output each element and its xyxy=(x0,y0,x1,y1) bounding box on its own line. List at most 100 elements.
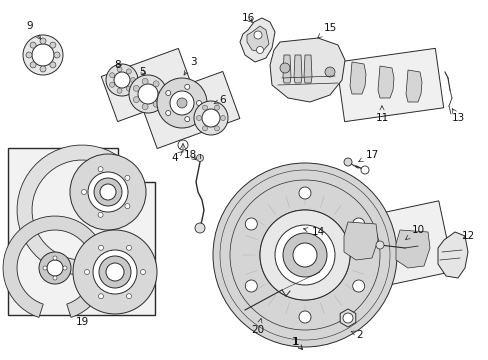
Circle shape xyxy=(117,88,122,93)
Polygon shape xyxy=(437,232,467,278)
Circle shape xyxy=(94,178,122,206)
Polygon shape xyxy=(246,26,268,52)
Circle shape xyxy=(184,117,189,122)
Circle shape xyxy=(253,31,262,39)
Text: 1: 1 xyxy=(291,337,302,350)
Circle shape xyxy=(195,223,204,233)
Text: 13: 13 xyxy=(450,109,464,123)
Circle shape xyxy=(342,313,352,323)
Polygon shape xyxy=(343,222,377,260)
Text: 11: 11 xyxy=(375,106,388,123)
Circle shape xyxy=(133,96,139,103)
Circle shape xyxy=(196,116,201,121)
Circle shape xyxy=(109,73,114,78)
Circle shape xyxy=(40,66,46,72)
Circle shape xyxy=(129,75,167,113)
Circle shape xyxy=(298,187,310,199)
Circle shape xyxy=(142,78,148,84)
Circle shape xyxy=(142,104,148,110)
Polygon shape xyxy=(3,216,107,318)
Circle shape xyxy=(256,46,263,54)
Circle shape xyxy=(30,62,36,68)
Circle shape xyxy=(130,77,135,82)
Circle shape xyxy=(54,52,60,58)
Circle shape xyxy=(138,84,158,104)
Polygon shape xyxy=(17,145,128,275)
Text: 9: 9 xyxy=(27,21,41,39)
Text: 17: 17 xyxy=(358,150,378,162)
Circle shape xyxy=(196,154,203,162)
Circle shape xyxy=(30,42,36,48)
Polygon shape xyxy=(260,192,305,236)
Text: 4: 4 xyxy=(171,152,182,163)
Circle shape xyxy=(153,101,159,107)
Circle shape xyxy=(283,233,326,277)
Circle shape xyxy=(84,270,89,274)
Polygon shape xyxy=(304,55,311,83)
Text: 20: 20 xyxy=(251,319,264,335)
Polygon shape xyxy=(253,214,282,231)
Circle shape xyxy=(106,263,124,281)
Circle shape xyxy=(194,101,227,135)
Circle shape xyxy=(165,90,170,95)
Text: 10: 10 xyxy=(405,225,424,239)
Circle shape xyxy=(109,82,114,87)
Circle shape xyxy=(202,105,207,110)
Circle shape xyxy=(98,212,103,217)
Circle shape xyxy=(126,86,131,91)
Circle shape xyxy=(177,98,186,108)
Circle shape xyxy=(157,78,206,128)
Circle shape xyxy=(158,91,163,97)
Circle shape xyxy=(73,230,157,314)
Circle shape xyxy=(53,256,57,260)
Polygon shape xyxy=(242,180,317,240)
Circle shape xyxy=(153,81,159,87)
Text: 16: 16 xyxy=(241,13,254,23)
Circle shape xyxy=(43,266,47,270)
Circle shape xyxy=(124,175,130,180)
Circle shape xyxy=(213,163,396,347)
Polygon shape xyxy=(405,70,421,102)
Polygon shape xyxy=(269,38,345,102)
Circle shape xyxy=(126,69,131,74)
Text: 12: 12 xyxy=(461,231,474,241)
Circle shape xyxy=(170,91,194,115)
Circle shape xyxy=(245,218,257,230)
Bar xyxy=(336,48,443,122)
Circle shape xyxy=(260,210,349,300)
Circle shape xyxy=(165,111,170,116)
Circle shape xyxy=(50,42,56,48)
Circle shape xyxy=(32,44,54,66)
Text: 15: 15 xyxy=(317,23,336,38)
Polygon shape xyxy=(253,196,282,213)
Circle shape xyxy=(98,245,103,250)
Bar xyxy=(101,49,194,122)
Polygon shape xyxy=(240,18,274,62)
Circle shape xyxy=(280,63,289,73)
Circle shape xyxy=(70,154,146,230)
Circle shape xyxy=(292,243,316,267)
Circle shape xyxy=(117,67,122,72)
Circle shape xyxy=(325,67,334,77)
Text: 1: 1 xyxy=(292,337,302,350)
Circle shape xyxy=(98,294,103,299)
Circle shape xyxy=(100,184,116,200)
Polygon shape xyxy=(349,62,365,94)
Bar xyxy=(140,71,240,149)
Circle shape xyxy=(23,35,63,75)
Polygon shape xyxy=(340,309,355,327)
Circle shape xyxy=(26,52,32,58)
Text: 8: 8 xyxy=(115,60,121,70)
Circle shape xyxy=(352,218,364,230)
Circle shape xyxy=(202,126,207,131)
Text: 3: 3 xyxy=(183,57,196,75)
Polygon shape xyxy=(293,55,302,83)
Circle shape xyxy=(50,62,56,68)
Text: 14: 14 xyxy=(303,227,324,237)
Circle shape xyxy=(124,204,130,208)
Circle shape xyxy=(40,38,46,44)
Circle shape xyxy=(214,126,219,131)
Circle shape xyxy=(202,109,220,127)
Circle shape xyxy=(88,172,128,212)
Circle shape xyxy=(178,140,187,150)
